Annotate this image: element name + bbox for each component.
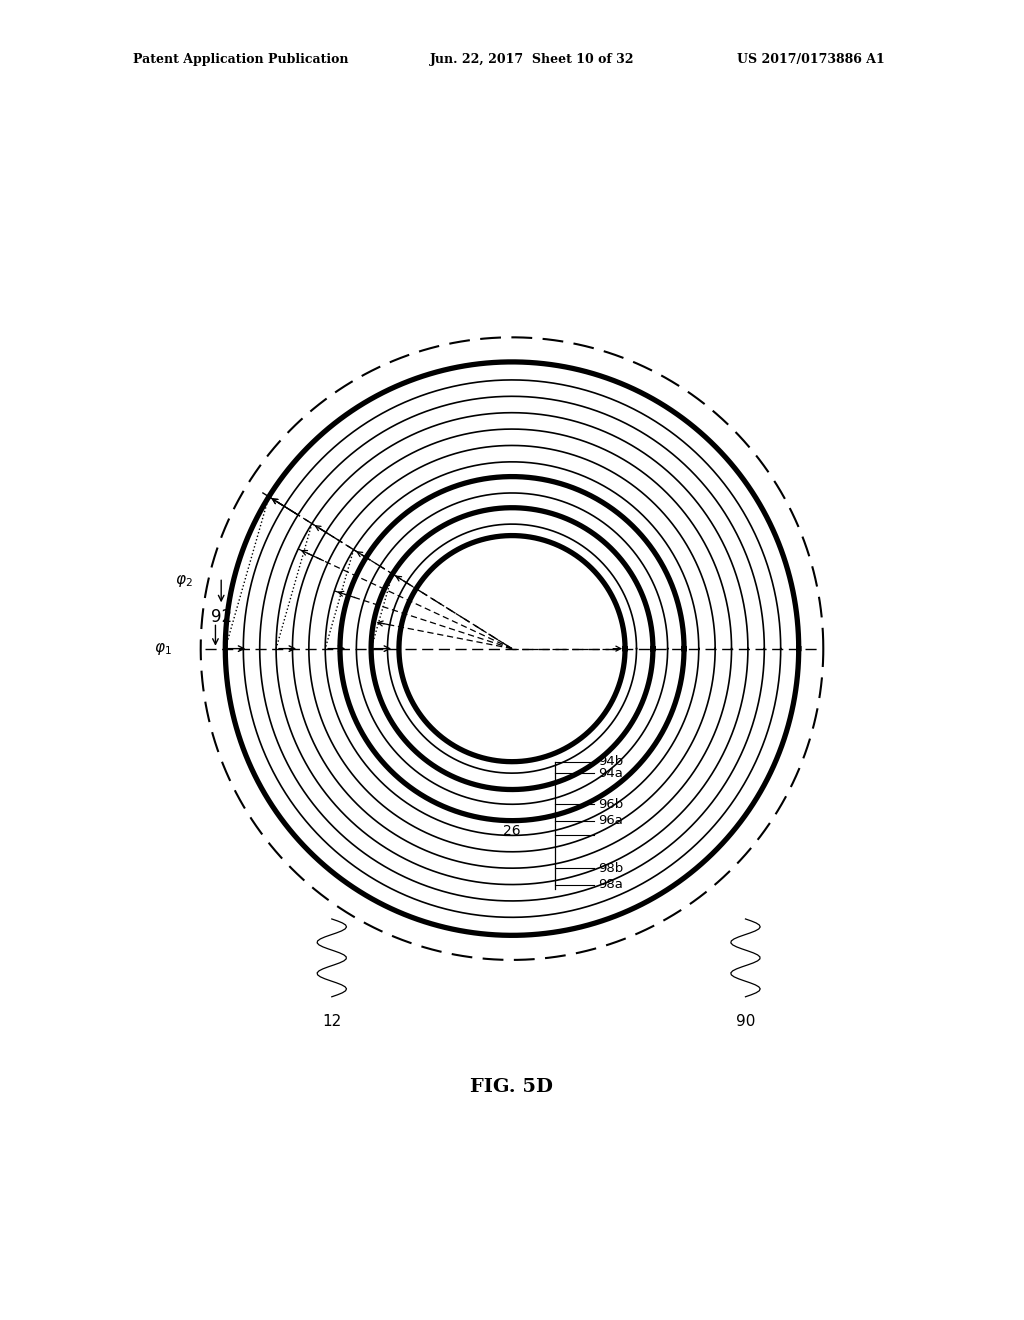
Text: 94a: 94a bbox=[598, 767, 623, 780]
Text: 98b: 98b bbox=[598, 862, 624, 875]
Text: Jun. 22, 2017  Sheet 10 of 32: Jun. 22, 2017 Sheet 10 of 32 bbox=[430, 53, 635, 66]
Text: 96a: 96a bbox=[598, 814, 623, 828]
Text: $\varphi_2$: $\varphi_2$ bbox=[175, 573, 193, 590]
Text: FIG. 5D: FIG. 5D bbox=[470, 1078, 554, 1096]
Text: 26: 26 bbox=[503, 824, 521, 838]
Text: Patent Application Publication: Patent Application Publication bbox=[133, 53, 348, 66]
Text: 90: 90 bbox=[736, 1014, 755, 1028]
Text: $\varphi_1$: $\varphi_1$ bbox=[155, 640, 172, 656]
Text: 92: 92 bbox=[211, 609, 231, 627]
Text: US 2017/0173886 A1: US 2017/0173886 A1 bbox=[737, 53, 885, 66]
Text: 12: 12 bbox=[323, 1014, 341, 1028]
Text: 96b: 96b bbox=[598, 797, 624, 810]
Text: 98a: 98a bbox=[598, 878, 623, 891]
Text: 94b: 94b bbox=[598, 755, 624, 768]
